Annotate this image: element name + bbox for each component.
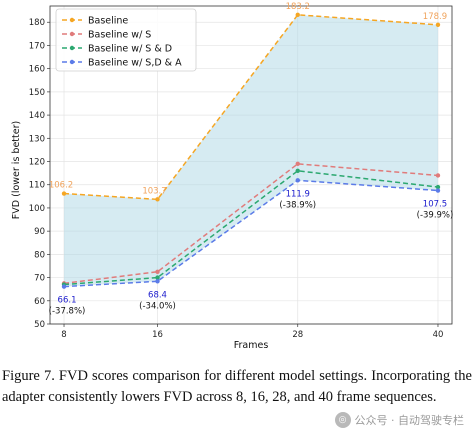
legend-entry: Baseline w/ S,D & A [88,58,182,69]
data-point [61,191,67,196]
watermark: ◎ 公众号 · 自动驾驶专栏 [334,412,465,428]
data-labels: 106.2 103.7 183.2 178.9 66.1(-37.8%) 68.4(-34… [49,2,454,317]
y-tick-labels: 50 60 70 80 90 100 110 120 130 140 150 160 170 180 [29,18,50,330]
y-tick-label: 150 [29,88,45,98]
data-point [295,168,300,174]
series-line [63,170,439,286]
x-tick-label: 8 [61,330,66,340]
legend-box [55,8,197,72]
y-tick-label: 50 [34,320,45,330]
wechat-logo-icon: ◎ [334,412,351,428]
data-point [435,184,441,190]
legend-swatch-marker [69,31,75,37]
x-tick-label: 16 [152,330,163,340]
data-label-baseline: 178.9 [423,12,447,22]
data-label-value: 111.9 [286,189,310,199]
y-tick-label: 140 [29,111,45,121]
y-tick-label: 120 [29,158,45,168]
data-label-value: 66.1 [58,296,77,306]
legend-swatch-marker [69,45,75,51]
data-label-value: 68.4 [148,290,167,300]
data-label-value: 107.5 [423,200,447,210]
legend: Baseline Baseline w/ S Baseline w/ S & D Ba… [55,8,197,72]
legend-swatch-marker [69,59,75,65]
data-point [155,269,160,274]
legend-entry: Baseline w/ S & D [88,44,172,55]
y-tick-label: 70 [34,274,45,284]
data-point [435,173,441,178]
data-point [155,279,160,284]
y-tick-label: 130 [29,134,45,144]
series-lines [61,12,441,289]
improvement-band [64,14,438,287]
y-tick-label: 100 [29,204,45,214]
data-label-reduction: (-38.9%) [279,200,316,210]
y-axis-label: FVD (lower is better) [11,121,22,219]
x-axis-label: Frames [234,340,269,351]
x-tick-label: 40 [433,330,444,340]
y-tick-label: 60 [34,297,45,307]
data-label-reduction: (-34.0%) [139,301,176,311]
legend-entry: Baseline w/ S [88,30,151,41]
data-point [295,178,300,183]
data-point [295,12,300,18]
figure-caption: Figure 7. FVD scores comparison for diff… [2,368,472,405]
y-tick-label: 80 [34,250,45,260]
legend-swatch-marker [69,17,75,23]
data-label-baseline: 183.2 [286,2,310,12]
y-tick-label: 170 [29,41,45,51]
data-point [155,275,160,280]
series-line [63,14,439,201]
y-tick-label: 90 [34,227,45,237]
data-point [61,284,67,289]
y-tick-label: 110 [29,181,45,191]
legend-entry: Baseline [88,16,128,27]
data-point [155,197,160,202]
data-point [435,22,441,28]
y-tick-label: 180 [29,18,45,28]
watermark-text: 公众号 · 自动驾驶专栏 [354,414,465,427]
series-line [63,179,439,288]
data-point [295,161,300,167]
x-tick-label: 28 [292,330,303,340]
y-tick-label: 160 [29,65,45,75]
data-label-reduction: (-37.8%) [49,307,86,317]
data-label-baseline: 103.7 [142,186,166,196]
plot-frame [49,5,453,325]
data-label-baseline: 106.2 [49,181,73,191]
data-label-reduction: (-39.9%) [417,211,454,221]
data-point [435,188,441,193]
x-tick-labels: 8 16 28 40 [61,324,443,340]
fvd-line-chart: 50 60 70 80 90 100 110 120 130 140 150 160 170 180 8 1… [11,2,454,351]
